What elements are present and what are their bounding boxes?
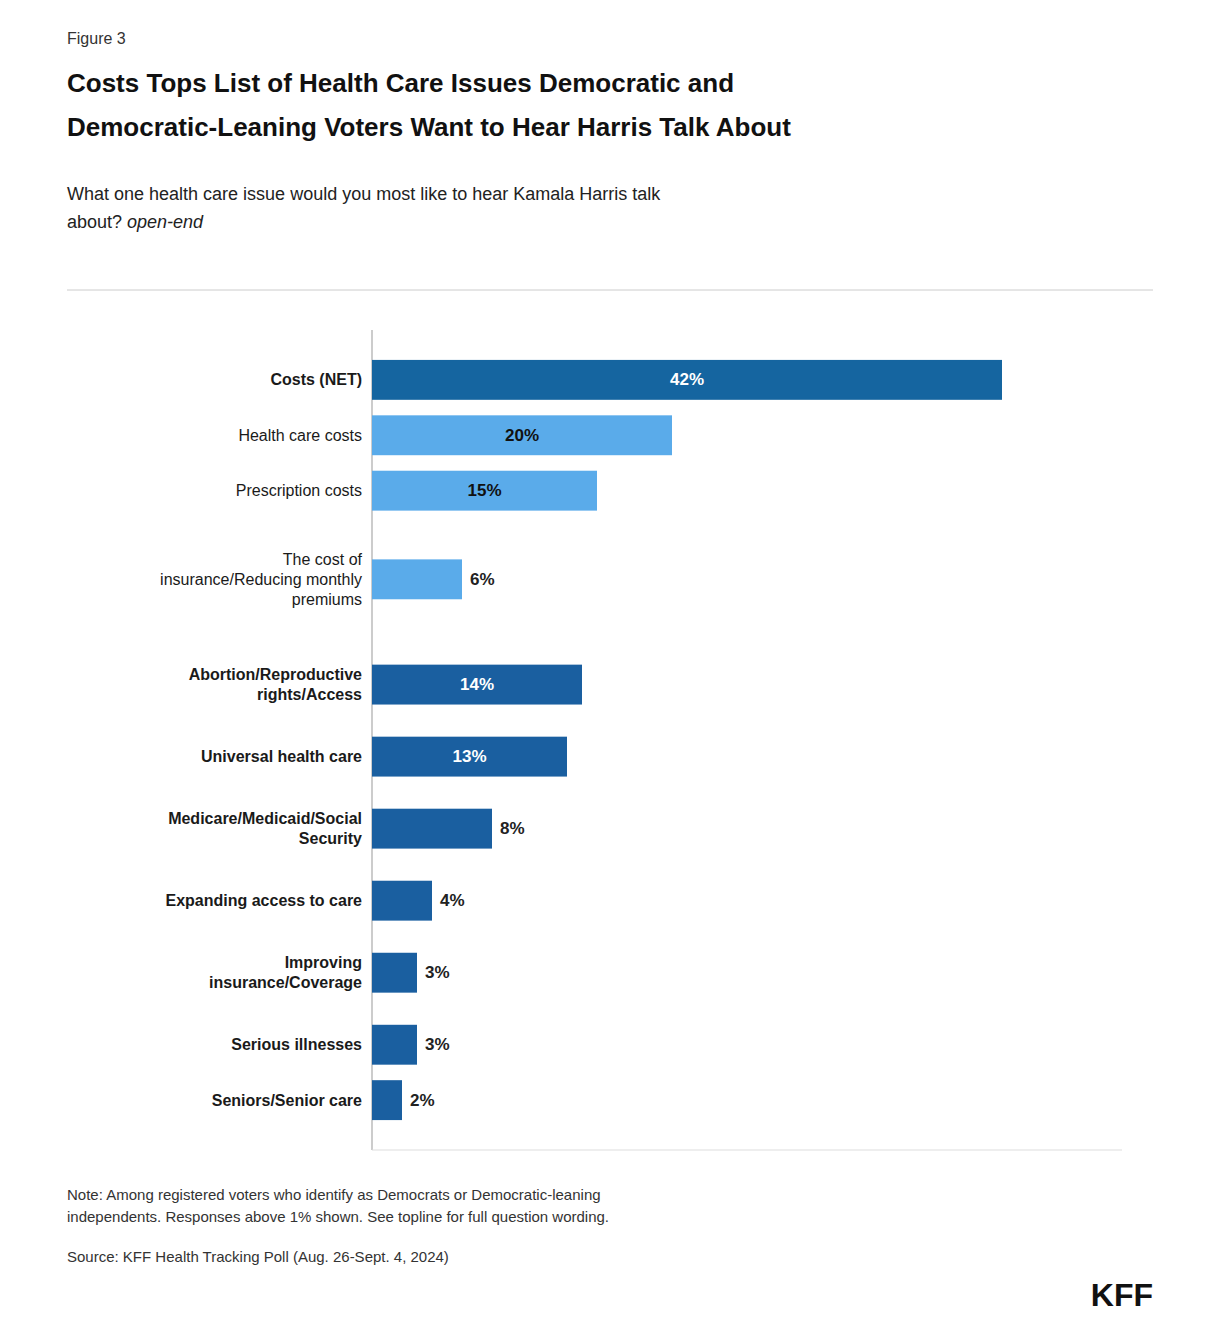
category-label: Improving insurance/Coverage <box>209 954 362 991</box>
category-label-line: Security <box>299 830 362 847</box>
category-label: Health care costs <box>238 427 362 444</box>
category-label: Serious illnesses <box>231 1036 362 1053</box>
category-label-line: Health care costs <box>238 427 362 444</box>
title-line: Democratic-Leaning Voters Want to Hear H… <box>67 112 791 142</box>
bar <box>372 809 492 849</box>
category-label: Expanding access to care <box>165 892 362 909</box>
axis-line <box>372 1150 1122 1151</box>
category-label-line: Expanding access to care <box>165 892 362 909</box>
category-label-line: insurance/Coverage <box>209 974 362 991</box>
bar <box>372 471 597 511</box>
data-label: 2% <box>410 1091 435 1110</box>
logo: KFF <box>1091 1277 1153 1313</box>
data-label: 42% <box>670 370 704 389</box>
title: Costs Tops List of Health Care Issues De… <box>67 68 791 142</box>
note-line: independents. Responses above 1% shown. … <box>67 1208 609 1225</box>
subtitle: What one health care issue would you mos… <box>67 184 661 232</box>
category-label: Abortion/Reproductive rights/Access <box>189 666 362 703</box>
category-label-line: The cost of <box>283 551 363 568</box>
category-label-line: rights/Access <box>257 686 362 703</box>
data-label: 13% <box>452 747 486 766</box>
data-label: 20% <box>505 426 539 445</box>
data-label: 15% <box>467 481 501 500</box>
bar <box>372 881 432 921</box>
category-label: Universal health care <box>201 748 362 765</box>
data-label: 3% <box>425 1035 450 1054</box>
note: Note: Among registered voters who identi… <box>67 1186 609 1225</box>
data-label: 3% <box>425 963 450 982</box>
data-label: 14% <box>460 675 494 694</box>
figure-label: Figure 3 <box>67 30 126 47</box>
category-label-line: Seniors/Senior care <box>212 1092 362 1109</box>
data-label: 4% <box>440 891 465 910</box>
category-label-line: premiums <box>292 591 362 608</box>
category-label: The cost of insurance/Reducing monthly pre… <box>160 551 362 608</box>
source: Source: KFF Health Tracking Poll (Aug. 2… <box>67 1248 449 1265</box>
separator <box>67 290 1153 291</box>
note-line: Note: Among registered voters who identi… <box>67 1186 601 1203</box>
category-labels: Costs (NET) Health care costs Prescription… <box>160 371 362 1108</box>
category-label-line: Improving <box>285 954 362 971</box>
category-label: Costs (NET) <box>270 371 362 388</box>
category-label: Seniors/Senior care <box>212 1092 362 1109</box>
bar <box>372 1025 417 1065</box>
category-label-line: Serious illnesses <box>231 1036 362 1053</box>
bar <box>372 665 582 705</box>
category-label: Prescription costs <box>236 482 362 499</box>
data-label: 6% <box>470 570 495 589</box>
category-label: Medicare/Medicaid/Social Security <box>168 810 362 847</box>
background <box>0 0 1220 1336</box>
subtitle-line: What one health care issue would you mos… <box>67 184 661 204</box>
category-label-line: Universal health care <box>201 748 362 765</box>
category-label-line: Medicare/Medicaid/Social <box>168 810 362 827</box>
title-line: Costs Tops List of Health Care Issues De… <box>67 68 734 98</box>
category-label-line: Costs (NET) <box>270 371 362 388</box>
category-label-line: insurance/Reducing monthly <box>160 571 362 588</box>
subtitle-line: about? <box>67 212 127 232</box>
bars <box>372 360 1002 1120</box>
bar <box>372 737 567 777</box>
subtitle-emphasis: open-end <box>127 212 204 232</box>
bar <box>372 1080 402 1120</box>
data-labels: 42% 20% 15% 6% 14% 13% 8% 4% 3% 3% 2% <box>410 370 704 1109</box>
bar <box>372 360 1002 400</box>
bar <box>372 559 462 599</box>
chart: Figure 3 Costs Tops List of Health Care I… <box>0 0 1220 1336</box>
bar <box>372 953 417 993</box>
data-label: 8% <box>500 819 525 838</box>
category-label-line: Prescription costs <box>236 482 362 499</box>
category-label-line: Abortion/Reproductive <box>189 666 362 683</box>
bar <box>372 415 672 455</box>
